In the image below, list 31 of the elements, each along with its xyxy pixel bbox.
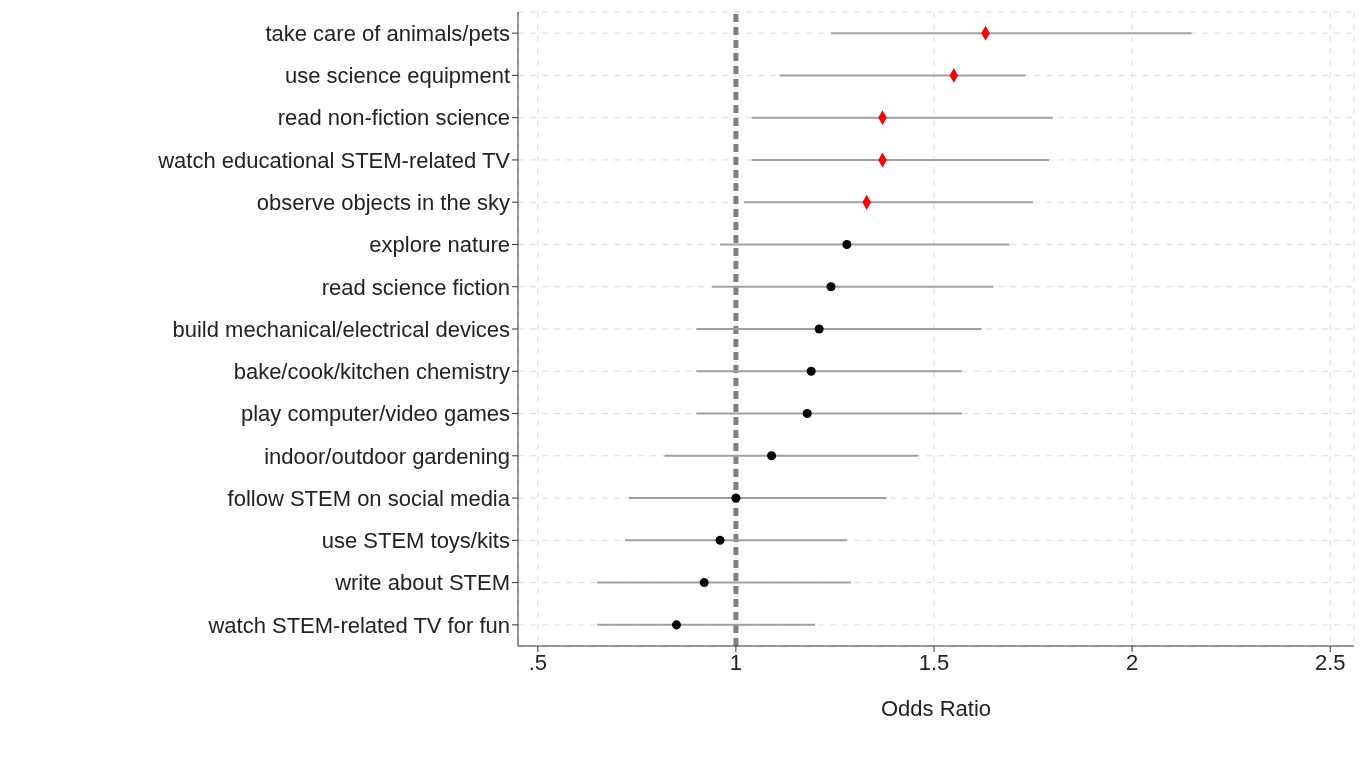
y-tick-label: take care of animals/pets [265,20,510,46]
y-tick-label: read science fiction [321,274,510,300]
y-tick-label: indoor/outdoor gardening [264,443,510,469]
x-tick-label: 2 [1126,649,1139,675]
y-tick-label: read non-fiction science [277,105,510,131]
point [731,493,741,503]
point [806,366,816,376]
point [842,239,852,249]
y-tick-label: play computer/video games [240,401,510,427]
x-tick-label: 2.5 [1314,649,1346,675]
x-tick-label: .5 [528,649,547,675]
point [826,282,836,292]
point [814,324,824,334]
y-tick-label: use science equipment [284,63,510,89]
y-tick-label: bake/cook/kitchen chemistry [233,359,510,385]
y-tick-label: write about STEM [334,570,510,596]
y-tick-label: observe objects in the sky [256,190,510,216]
y-tick-label: watch STEM-related TV for fun [207,612,510,638]
y-tick-label: watch educational STEM-related TV [157,147,511,173]
point [802,409,812,419]
y-tick-label: follow STEM on social media [227,485,511,511]
y-tick-label: build mechanical/electrical devices [172,316,510,342]
point [671,620,681,630]
y-tick-label: explore nature [369,232,510,258]
point [715,535,725,545]
point [699,578,709,588]
x-axis-title: Odds Ratio [880,696,992,721]
x-tick-label: 1 [729,649,743,675]
y-tick-label: use STEM toys/kits [321,528,510,554]
x-tick-label: 1.5 [918,649,950,675]
point [767,451,777,461]
